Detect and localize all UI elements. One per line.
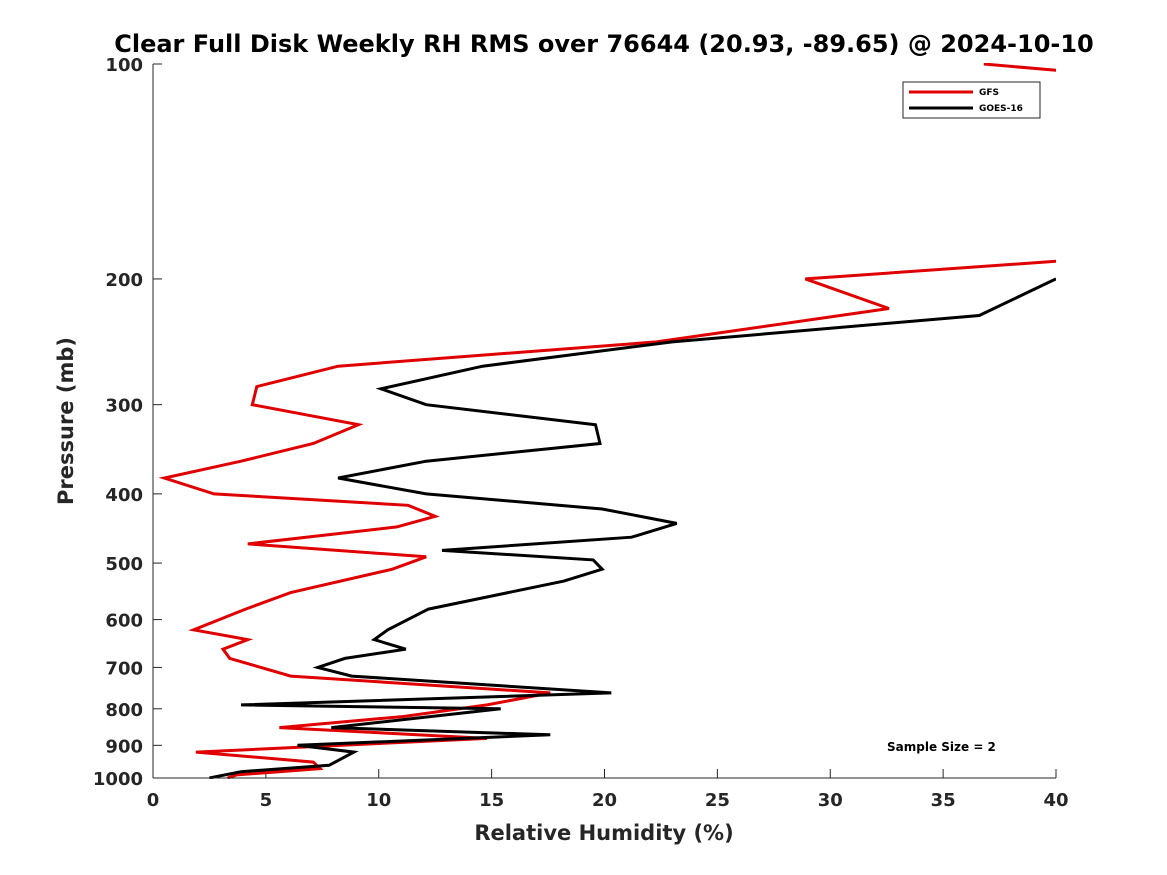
x-tick-label: 10 xyxy=(366,790,391,811)
legend-label: GOES-16 xyxy=(979,104,1023,114)
y-tick-label: 1000 xyxy=(93,769,143,790)
data-series xyxy=(158,63,1056,779)
x-axis-ticks: 0 5 10 15 20 25 30 35 40 xyxy=(147,769,1069,811)
y-tick-label: 900 xyxy=(105,736,143,757)
y-axis-ticks: 100 200 300 400 500 600 700 800 900 1000 xyxy=(93,55,162,790)
y-tick-label: 300 xyxy=(105,396,143,417)
axes-background xyxy=(153,64,1056,778)
legend-label: GFS xyxy=(979,88,999,98)
chart-title: Clear Full Disk Weekly RH RMS over 76644… xyxy=(114,30,1094,58)
legend-box xyxy=(902,81,1041,119)
x-tick-label: 30 xyxy=(818,790,843,811)
x-tick-label: 0 xyxy=(147,790,160,811)
x-axis-label: Relative Humidity (%) xyxy=(474,821,733,845)
legend: GFS GOES-16 xyxy=(902,81,1041,119)
y-tick-label: 700 xyxy=(105,658,143,679)
y-axis-label: Pressure (mb) xyxy=(54,337,78,505)
y-tick-label: 600 xyxy=(105,611,143,632)
x-tick-label: 20 xyxy=(592,790,617,811)
y-tick-label: 100 xyxy=(105,55,143,76)
series-line-gfs xyxy=(158,63,1056,779)
y-tick-label: 500 xyxy=(105,554,143,575)
series-line-goes-16 xyxy=(209,277,1056,779)
x-tick-label: 25 xyxy=(705,790,730,811)
x-tick-label: 15 xyxy=(479,790,504,811)
y-tick-label: 400 xyxy=(105,485,143,506)
x-tick-label: 5 xyxy=(260,790,273,811)
y-tick-label: 800 xyxy=(105,700,143,721)
y-tick-label: 200 xyxy=(105,270,143,291)
x-tick-label: 35 xyxy=(931,790,956,811)
sample-size-annotation: Sample Size = 2 xyxy=(887,740,996,754)
x-tick-label: 40 xyxy=(1043,790,1068,811)
